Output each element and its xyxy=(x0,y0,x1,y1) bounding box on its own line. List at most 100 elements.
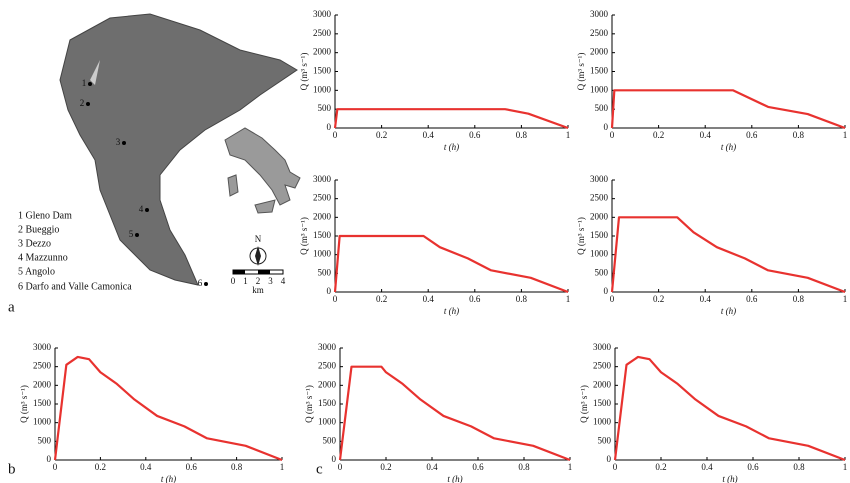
x-tick-label: 0.2 xyxy=(653,294,664,304)
x-axis-label: t (h) xyxy=(722,474,737,483)
y-tick-label: 1000 xyxy=(590,249,609,259)
x-tick-label: 0.8 xyxy=(231,462,243,472)
y-axis-label: Q (m³ s⁻¹) xyxy=(576,53,586,91)
y-tick-label: 0 xyxy=(607,454,612,464)
y-tick-label: 1000 xyxy=(313,249,332,259)
y-tick-label: 2500 xyxy=(590,28,609,38)
x-tick-label: 0.6 xyxy=(746,130,758,140)
y-tick-label: 0 xyxy=(332,454,337,464)
sicily xyxy=(255,200,275,213)
x-tick-label: 0 xyxy=(333,130,338,140)
site-dot xyxy=(135,233,139,237)
y-tick-label: 500 xyxy=(38,435,52,445)
y-tick-label: 1000 xyxy=(318,417,337,427)
x-tick-label: 1 xyxy=(566,130,571,140)
compass-needle xyxy=(255,246,261,266)
scale-unit: km xyxy=(252,285,264,295)
x-tick-label: 0.2 xyxy=(376,130,387,140)
y-axis-label: Q (m³ s⁻¹) xyxy=(304,385,314,423)
x-tick-label: 1 xyxy=(566,294,571,304)
x-tick-label: 0.8 xyxy=(793,294,805,304)
hydrograph-line xyxy=(612,217,845,292)
map-legend-item: 3 Dezzo xyxy=(18,238,51,249)
x-axis-label: t (h) xyxy=(444,306,459,316)
site-number: 4 xyxy=(139,204,144,214)
x-tick-label: 0 xyxy=(53,462,58,472)
site-number: 2 xyxy=(80,98,85,108)
x-tick-label: 0.4 xyxy=(426,462,438,472)
y-axis-label: Q (m³ s⁻¹) xyxy=(576,217,586,255)
hydrograph-line xyxy=(335,236,568,292)
x-tick-label: 0.8 xyxy=(793,130,805,140)
y-tick-label: 2000 xyxy=(590,47,609,57)
y-tick-label: 2000 xyxy=(33,379,52,389)
x-tick-label: 0 xyxy=(338,462,343,472)
scale-bar-seg xyxy=(258,270,270,274)
y-tick-label: 0 xyxy=(327,122,332,132)
y-axis-label: Q (m³ s⁻¹) xyxy=(19,385,29,423)
x-tick-label: 0.4 xyxy=(700,294,712,304)
y-tick-label: 1500 xyxy=(318,398,337,408)
site-number: 5 xyxy=(129,229,134,239)
y-tick-label: 0 xyxy=(47,454,52,464)
map-legend-item: 1 Gleno Dam xyxy=(18,210,72,221)
y-tick-label: 1000 xyxy=(33,417,52,427)
map xyxy=(60,14,300,285)
y-tick-label: 1000 xyxy=(593,417,612,427)
site-dot xyxy=(88,82,92,86)
y-tick-label: 1500 xyxy=(313,66,332,76)
figure: 1 Gleno Dam2 Bueggio3 Dezzo4 Mazzunno5 A… xyxy=(0,0,850,483)
x-tick-label: 0.6 xyxy=(746,294,758,304)
x-tick-label: 0.2 xyxy=(655,462,666,472)
y-tick-label: 500 xyxy=(595,267,609,277)
y-tick-label: 0 xyxy=(604,286,609,296)
x-tick-label: 0.8 xyxy=(518,462,530,472)
hydrograph-line xyxy=(612,90,845,128)
x-tick-label: 0.2 xyxy=(380,462,391,472)
x-tick-label: 0.6 xyxy=(469,130,481,140)
x-tick-label: 1 xyxy=(843,294,848,304)
y-tick-label: 2500 xyxy=(590,193,609,203)
y-tick-label: 1500 xyxy=(33,398,52,408)
x-tick-label: 1 xyxy=(280,462,285,472)
y-tick-label: 2500 xyxy=(313,193,332,203)
y-tick-label: 3000 xyxy=(318,342,337,352)
x-tick-label: 0.4 xyxy=(140,462,152,472)
site-dot xyxy=(122,141,126,145)
map-legend-item: 5 Angolo xyxy=(18,266,55,277)
x-tick-label: 0.8 xyxy=(793,462,805,472)
y-tick-label: 3000 xyxy=(593,342,612,352)
site-number: 1 xyxy=(82,78,87,88)
x-axis-label: t (h) xyxy=(161,474,176,483)
north-label: N xyxy=(255,234,262,244)
x-tick-label: 0.6 xyxy=(472,462,484,472)
y-tick-label: 1000 xyxy=(313,84,332,94)
hydrograph-line xyxy=(615,357,845,460)
y-tick-label: 1500 xyxy=(590,230,609,240)
y-tick-label: 3000 xyxy=(590,174,609,184)
site-dot xyxy=(204,282,208,286)
y-tick-label: 1500 xyxy=(593,398,612,408)
x-tick-label: 0 xyxy=(610,130,615,140)
site-number: 6 xyxy=(198,278,203,288)
hydrograph-line xyxy=(335,109,568,128)
x-tick-label: 0.6 xyxy=(469,294,481,304)
sardinia xyxy=(228,175,238,196)
x-tick-label: 0 xyxy=(613,462,618,472)
y-tick-label: 2500 xyxy=(33,361,52,371)
site-dot xyxy=(86,102,90,106)
y-tick-label: 500 xyxy=(318,267,332,277)
y-tick-label: 0 xyxy=(327,286,332,296)
y-tick-label: 2000 xyxy=(318,379,337,389)
panel-label: b xyxy=(8,461,16,477)
y-tick-label: 0 xyxy=(604,122,609,132)
y-tick-label: 500 xyxy=(598,435,612,445)
x-tick-label: 0.4 xyxy=(423,294,435,304)
map-legend-item: 2 Bueggio xyxy=(18,224,59,235)
hydrograph-line xyxy=(55,357,282,460)
y-tick-label: 2500 xyxy=(593,361,612,371)
x-axis-label: t (h) xyxy=(721,306,736,316)
x-tick-label: 0.4 xyxy=(701,462,713,472)
x-tick-label: 0.6 xyxy=(747,462,759,472)
x-tick-label: 0.2 xyxy=(653,130,664,140)
